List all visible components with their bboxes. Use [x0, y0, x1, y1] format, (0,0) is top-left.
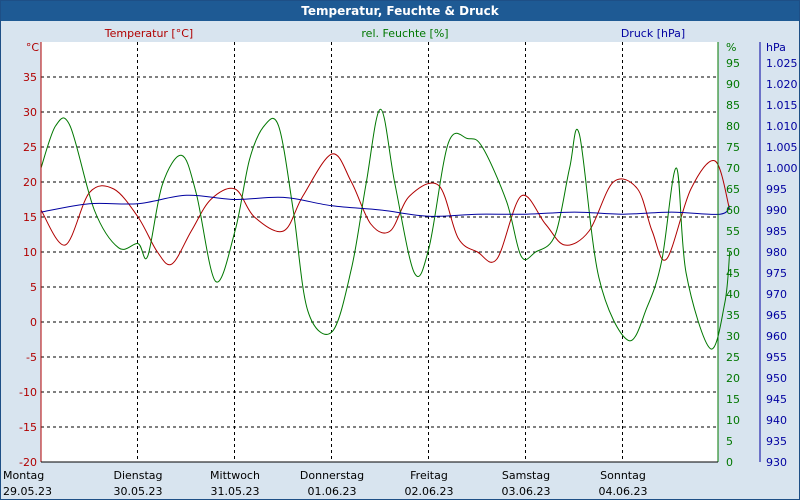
grid — [41, 42, 718, 462]
temperature-tick-label: 35 — [23, 71, 37, 84]
pressure-tick-label: 985 — [766, 225, 787, 238]
pressure-series-line — [40, 194, 731, 217]
humidity-tick-label: 25 — [726, 351, 740, 364]
humidity-tick-label: 85 — [726, 99, 740, 112]
temperature-series-line — [40, 153, 731, 266]
humidity-tick-label: 35 — [726, 309, 740, 322]
humidity-unit: % — [726, 41, 736, 54]
x-date-label: 02.06.23 — [405, 485, 454, 498]
temperature-tick-label: 0 — [30, 316, 37, 329]
pressure-axis-title: Druck [hPa] — [621, 27, 685, 40]
x-day-label: Mittwoch — [210, 469, 260, 482]
temperature-unit: °C — [26, 41, 40, 54]
humidity-tick-label: 45 — [726, 267, 740, 280]
humidity-tick-label: 80 — [726, 120, 740, 133]
temperature-tick-label: 20 — [23, 176, 37, 189]
chart-title: Temperatur, Feuchte & Druck — [1, 1, 799, 21]
pressure-tick-label: 940 — [766, 414, 787, 427]
humidity-axis-title: rel. Feuchte [%] — [361, 27, 448, 40]
humidity-series-line — [40, 108, 731, 350]
humidity-tick-label: 40 — [726, 288, 740, 301]
humidity-tick-label: 75 — [726, 141, 740, 154]
humidity-tick-label: 15 — [726, 393, 740, 406]
humidity-tick-label: 55 — [726, 225, 740, 238]
humidity-tick-label: 30 — [726, 330, 740, 343]
pressure-tick-label: 995 — [766, 183, 787, 196]
pressure-tick-label: 1.010 — [766, 120, 798, 133]
temperature-axis-ticks: -20 -15 -10 -5 0 5 10 15 20 25 30 35 — [19, 71, 37, 469]
x-day-label: Donnerstag — [300, 469, 364, 482]
humidity-tick-label: 90 — [726, 78, 740, 91]
temperature-axis-title: Temperatur [°C] — [104, 27, 193, 40]
temperature-tick-label: 30 — [23, 106, 37, 119]
x-day-label: Samstag — [502, 469, 550, 482]
humidity-tick-label: 70 — [726, 162, 740, 175]
temperature-tick-label: -15 — [19, 421, 37, 434]
pressure-tick-label: 1.020 — [766, 78, 798, 91]
temperature-tick-label: -5 — [26, 351, 37, 364]
plot-frame — [40, 42, 761, 463]
temperature-tick-label: 5 — [30, 281, 37, 294]
pressure-tick-label: 970 — [766, 288, 787, 301]
pressure-axis-ticks: 930 935 940 945 950 955 960 965 970 975 980 985 990 9… — [766, 57, 798, 469]
temperature-tick-label: 10 — [23, 246, 37, 259]
humidity-tick-label: 65 — [726, 183, 740, 196]
humidity-tick-label: 50 — [726, 246, 740, 259]
x-day-label: Sonntag — [600, 469, 646, 482]
x-axis-ticks: Montag 29.05.23 Dienstag 30.05.23 Mittwoch 31… — [3, 469, 647, 498]
pressure-tick-label: 955 — [766, 351, 787, 364]
pressure-tick-label: 1.000 — [766, 162, 798, 175]
pressure-tick-label: 965 — [766, 309, 787, 322]
series-lines — [40, 108, 731, 350]
pressure-tick-label: 1.005 — [766, 141, 798, 154]
temperature-tick-label: 15 — [23, 211, 37, 224]
humidity-tick-label: 60 — [726, 204, 740, 217]
x-date-label: 30.05.23 — [114, 485, 163, 498]
humidity-axis-ticks: 0 5 10 15 20 25 30 35 40 45 50 55 60 65 70 75 80 85 90 95 — [726, 57, 740, 469]
pressure-tick-label: 930 — [766, 456, 787, 469]
temperature-tick-label: -10 — [19, 386, 37, 399]
humidity-tick-label: 20 — [726, 372, 740, 385]
temperature-tick-label: 25 — [23, 141, 37, 154]
pressure-tick-label: 950 — [766, 372, 787, 385]
pressure-tick-label: 980 — [766, 246, 787, 259]
x-date-label: 03.06.23 — [502, 485, 551, 498]
pressure-tick-label: 960 — [766, 330, 787, 343]
temperature-tick-label: -20 — [19, 456, 37, 469]
pressure-tick-label: 1.025 — [766, 57, 798, 70]
x-day-label: Montag — [3, 469, 44, 482]
x-date-label: 04.06.23 — [599, 485, 648, 498]
pressure-unit: hPa — [766, 41, 786, 54]
x-date-label: 29.05.23 — [3, 485, 52, 498]
pressure-tick-label: 975 — [766, 267, 787, 280]
humidity-tick-label: 95 — [726, 57, 740, 70]
pressure-tick-label: 935 — [766, 435, 787, 448]
x-date-label: 31.05.23 — [211, 485, 260, 498]
x-date-label: 01.06.23 — [308, 485, 357, 498]
humidity-tick-label: 5 — [726, 435, 733, 448]
pressure-tick-label: 945 — [766, 393, 787, 406]
x-day-label: Freitag — [410, 469, 448, 482]
humidity-tick-label: 0 — [726, 456, 733, 469]
pressure-tick-label: 1.015 — [766, 99, 798, 112]
x-day-label: Dienstag — [113, 469, 162, 482]
humidity-tick-label: 10 — [726, 414, 740, 427]
pressure-tick-label: 990 — [766, 204, 787, 217]
